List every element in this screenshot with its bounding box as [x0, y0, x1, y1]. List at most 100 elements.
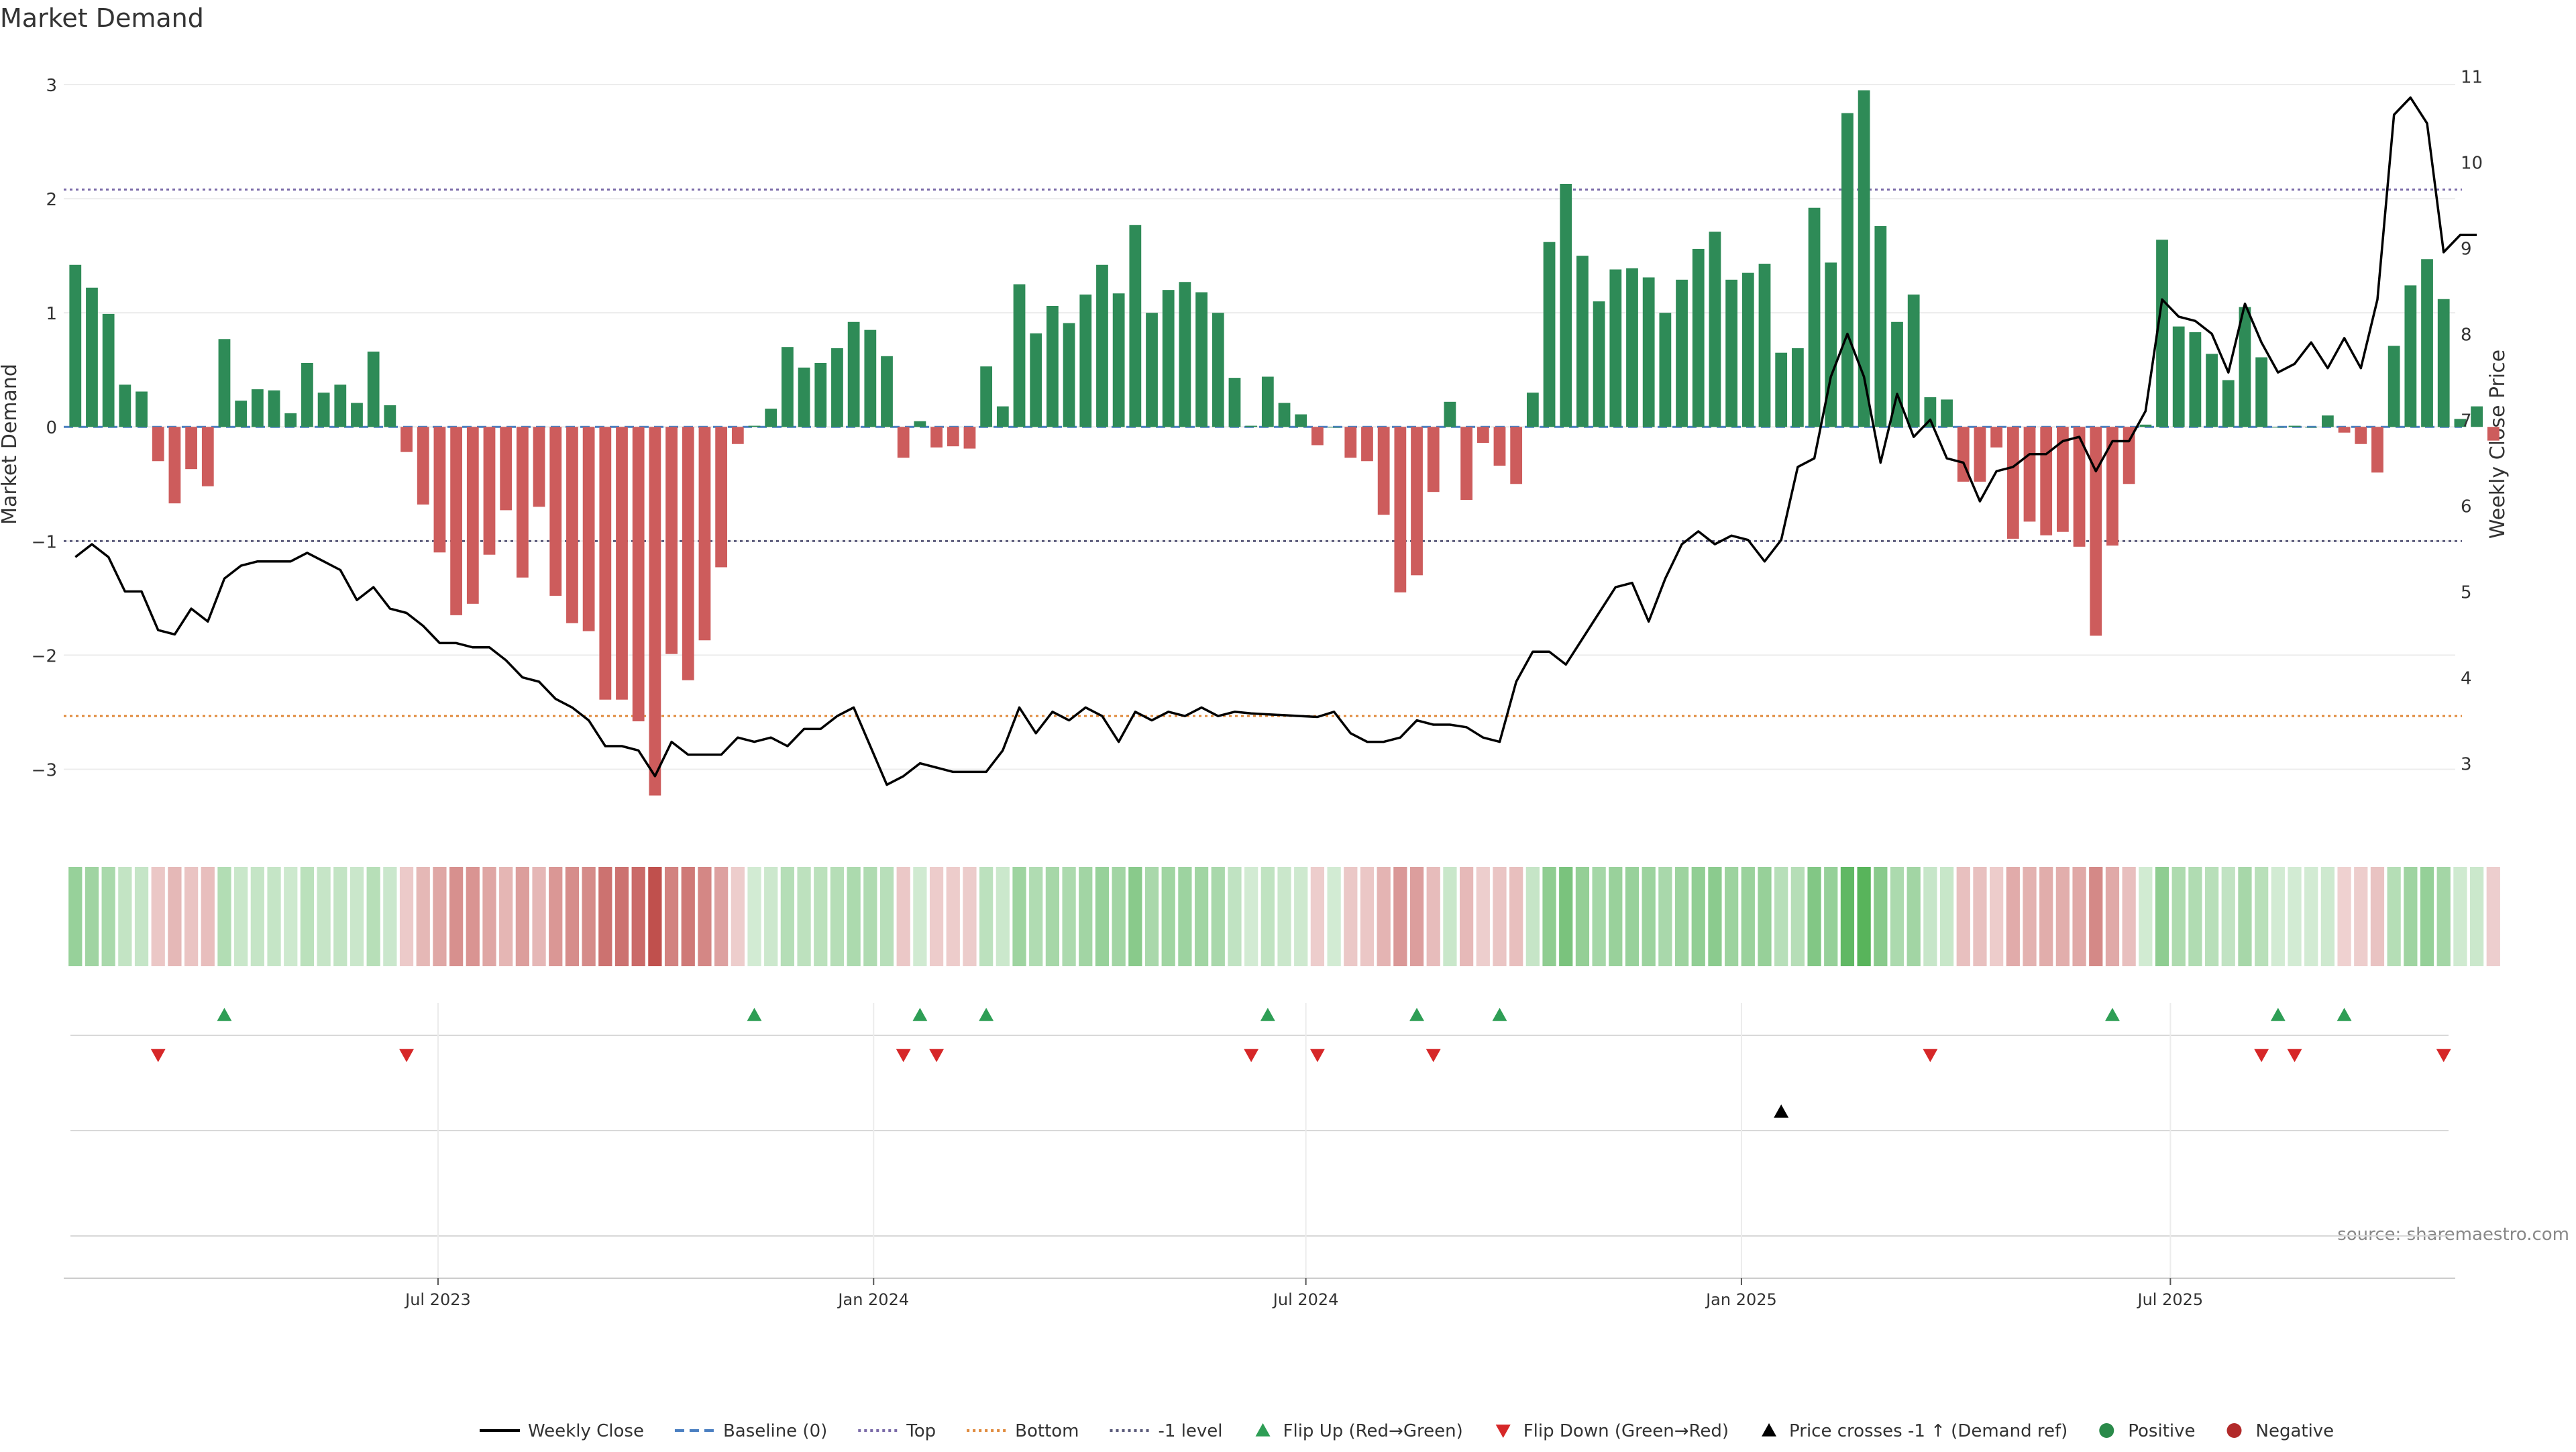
demand-bar	[649, 427, 661, 796]
flip-down-marker	[896, 1049, 911, 1062]
demand-bar	[1642, 277, 1655, 427]
weekly-close-polyline	[74, 96, 2477, 786]
demand-bar	[1394, 427, 1407, 592]
heat-cell	[399, 867, 414, 966]
heat-cell	[1228, 867, 1242, 966]
demand-bar	[317, 393, 330, 427]
demand-bar	[119, 384, 131, 427]
chart-title: Market Demand	[0, 3, 204, 33]
demand-bar	[1460, 427, 1472, 501]
heat-cell	[1079, 867, 1093, 966]
demand-bar	[2454, 419, 2467, 427]
demand-bar	[632, 427, 645, 722]
demand-bar	[1361, 427, 1373, 462]
y-tick-left-label: 1	[46, 304, 57, 324]
demand-bar	[1526, 393, 1539, 427]
signal-rows	[70, 1003, 2451, 1278]
demand-bar	[1676, 279, 1688, 427]
flip-up-marker	[912, 1008, 928, 1021]
heat-cell	[317, 867, 331, 966]
demand-bar	[334, 384, 347, 427]
demand-bar	[86, 287, 98, 427]
demand-bar	[1063, 323, 1075, 427]
y-tick-right-label: 5	[2461, 583, 2472, 603]
heat-cell	[1956, 867, 1970, 966]
heat-cell	[1393, 867, 1407, 966]
heat-cell	[1476, 867, 1490, 966]
demand-bar	[814, 363, 827, 427]
heat-cell	[1377, 867, 1391, 966]
heat-cell	[549, 867, 563, 966]
heat-cell	[2105, 867, 2120, 966]
demand-bar	[1725, 279, 1738, 427]
heat-cell	[847, 867, 861, 966]
heat-cell	[1443, 867, 1457, 966]
heat-cell	[2271, 867, 2285, 966]
heat-cell	[764, 867, 778, 966]
demand-bar	[483, 427, 496, 555]
heat-cell	[2188, 867, 2202, 966]
demand-bar	[731, 427, 744, 444]
demand-bar	[2322, 415, 2334, 427]
y-tick-left-label: −3	[32, 760, 57, 780]
demand-bar	[1013, 284, 1026, 427]
demand-bar	[2206, 354, 2218, 427]
heat-cell	[1178, 867, 1192, 966]
heat-cell	[996, 867, 1010, 966]
x-axis: Jul 2023 Jan 2024 Jul 2024 Jan 2025 Jul 2025	[64, 1278, 2455, 1309]
heat-cell	[2486, 867, 2500, 966]
heat-cell	[1691, 867, 1705, 966]
heat-cell	[1724, 867, 1739, 966]
heat-cell	[681, 867, 695, 966]
heat-cell	[1890, 867, 1904, 966]
demand-bar	[2056, 427, 2069, 532]
heat-cell	[118, 867, 132, 966]
flip-up-marker	[1260, 1008, 1275, 1021]
heat-cell	[1923, 867, 1937, 966]
demand-bar	[1179, 282, 1191, 427]
heat-cell	[1144, 867, 1159, 966]
heat-cell	[2404, 867, 2418, 966]
heat-cell	[2006, 867, 2020, 966]
demand-bar	[152, 427, 164, 462]
demand-bar	[2471, 406, 2483, 427]
legend-label: Flip Down (Green→Red)	[1523, 1421, 1729, 1441]
y-axis-label-right: Weekly Close Price	[2486, 350, 2510, 539]
y-ticks-left: 3 2 1 0 −1 −2 −3	[32, 76, 57, 780]
demand-bar	[897, 427, 910, 458]
demand-bar	[1046, 305, 1059, 427]
demand-bar	[1377, 427, 1390, 515]
demand-bar	[516, 427, 529, 578]
heat-cell	[217, 867, 231, 966]
heat-cell	[1029, 867, 1043, 966]
heat-cell	[1095, 867, 1110, 966]
demand-bar	[2371, 427, 2383, 473]
y-tick-right-label: 7	[2461, 411, 2472, 431]
demand-bar	[2421, 259, 2433, 427]
demand-bar	[1129, 225, 1142, 427]
demand-bar	[2172, 326, 2185, 427]
demand-bar	[2355, 427, 2367, 444]
demand-bar	[1278, 403, 1291, 427]
x-tick-label: Jul 2023	[404, 1290, 471, 1309]
demand-bar	[433, 427, 446, 553]
demand-bar	[996, 406, 1009, 427]
demand-bar	[136, 391, 148, 427]
heat-cell	[449, 867, 464, 966]
heat-cell	[2122, 867, 2136, 966]
y-axis-label-left: Market Demand	[0, 364, 21, 525]
heat-cell	[863, 867, 877, 966]
flip-down-marker	[2254, 1049, 2269, 1062]
demand-bar	[1079, 294, 1092, 427]
heat-cell	[1294, 867, 1308, 966]
demand-bar	[1791, 348, 1804, 427]
flip-up-marker	[1409, 1008, 1425, 1021]
flip-up-marker	[1492, 1008, 1507, 1021]
heat-cell	[1609, 867, 1623, 966]
heat-cell	[1493, 867, 1507, 966]
heat-cell	[1658, 867, 1672, 966]
legend-swatch	[2099, 1423, 2114, 1438]
heat-cell	[1459, 867, 1474, 966]
heat-cell	[1161, 867, 1175, 966]
heat-cell	[2288, 867, 2302, 966]
